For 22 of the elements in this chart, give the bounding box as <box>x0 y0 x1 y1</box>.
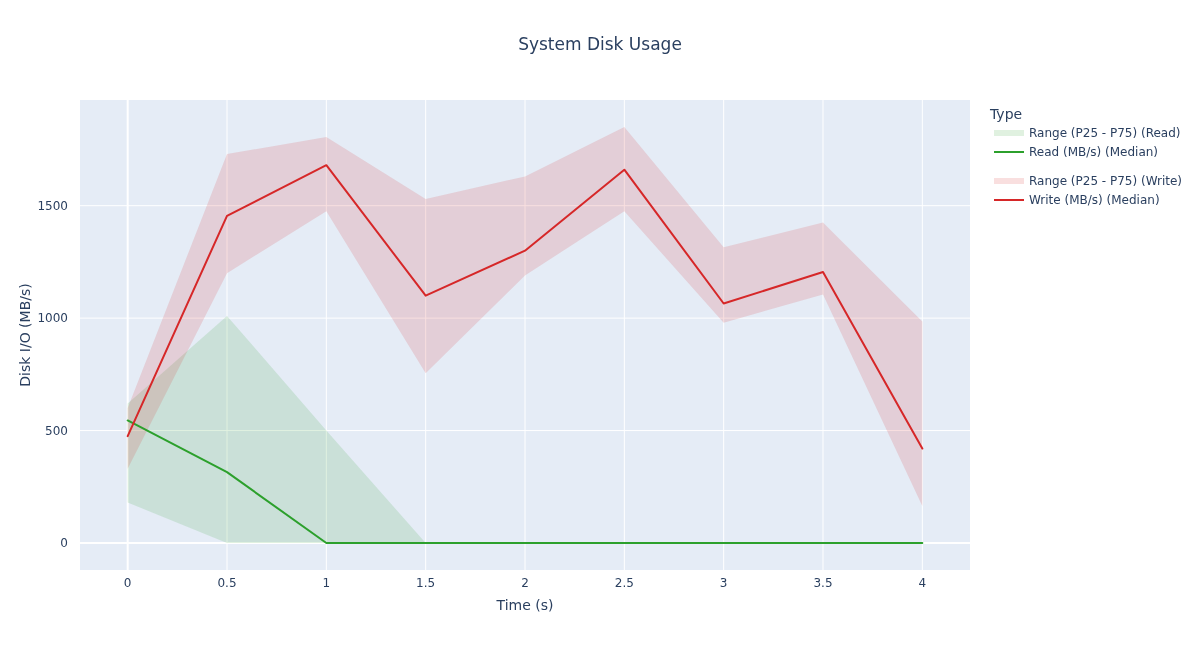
y-tick-label: 1500 <box>37 198 68 213</box>
legend-label: Read (MB/s) (Median) <box>1029 145 1159 159</box>
legend-label: Range (P25 - P75) (Write) <box>1029 174 1183 188</box>
x-tick-label: 1 <box>322 576 331 590</box>
line-series <box>126 164 924 450</box>
y-tick-label: 1000 <box>37 311 68 326</box>
y-tick-label: 0 <box>60 536 68 551</box>
x-tick-label: 1.5 <box>416 576 436 590</box>
x-tick-label: 4 <box>918 576 927 590</box>
x-tick-label: 2 <box>521 576 529 590</box>
y-tick-label: 500 <box>45 423 68 438</box>
legend-label: Range (P25 - P75) (Read) <box>1029 126 1181 140</box>
x-tick-label: 3 <box>719 576 728 590</box>
x-tick-label: 3.5 <box>813 576 833 590</box>
y-axis-title: Disk I/O (MB/s) <box>17 283 33 387</box>
legend-label: Write (MB/s) (Median) <box>1029 193 1160 207</box>
x-tick-label: 0 <box>123 576 132 590</box>
x-tick-label: 2.5 <box>614 576 634 590</box>
x-tick-label: 0.5 <box>217 576 237 590</box>
x-axis-title: Time (s) <box>495 597 554 613</box>
legend-title: Type <box>989 106 1023 122</box>
chart-title: System Disk Usage <box>518 34 682 54</box>
